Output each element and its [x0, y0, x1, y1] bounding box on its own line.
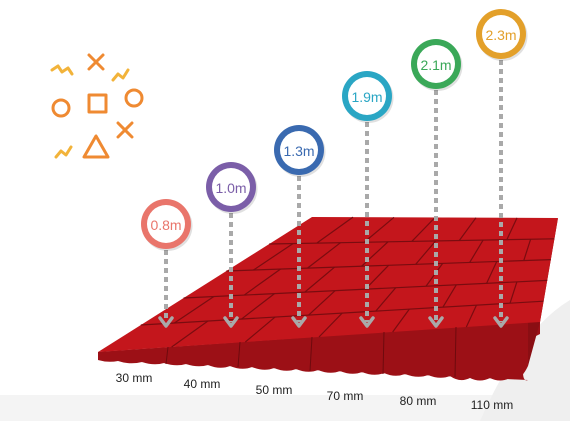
height-bubble: 2.1m — [411, 39, 463, 91]
bubble-inner — [280, 131, 318, 169]
arrow-head-icon — [428, 316, 444, 328]
height-markers: 0.8m 1.0m 1.3m 1.9m 2.1m 2.3m — [141, 9, 528, 251]
arrow-head-icon — [158, 316, 174, 328]
grout-joint-line — [469, 239, 484, 263]
grout-joint-line — [363, 216, 395, 243]
thickness-label: 50 mm — [256, 383, 293, 397]
arrow-head-icon — [493, 316, 509, 328]
grout-joint-line — [506, 217, 518, 240]
grout-joint-line — [364, 264, 390, 290]
grout-joint-line — [415, 240, 437, 265]
height-bubble: 0.8m — [141, 199, 193, 251]
grout-joint-line — [458, 217, 477, 241]
grout-joint-line — [304, 266, 335, 293]
grout-joint-line — [318, 312, 343, 338]
grout-joint-line — [361, 241, 389, 267]
grout-joint-line — [392, 308, 410, 333]
grout-joint-line — [171, 320, 209, 348]
thickness-label: 30 mm — [116, 371, 153, 385]
arrow-head-icon — [291, 316, 307, 328]
height-arrows — [158, 60, 509, 328]
slab-front-wave — [98, 322, 528, 381]
bubble-inner — [212, 168, 250, 206]
height-bubble: 1.3m — [274, 125, 326, 177]
x-icon — [87, 53, 105, 71]
thickness-label: 70 mm — [327, 389, 364, 403]
bubble-inner — [417, 45, 455, 83]
grout-joint-line — [253, 243, 294, 271]
height-bubble: 1.9m — [342, 71, 394, 123]
bubble-inner — [482, 15, 520, 53]
grout-joint-line — [316, 216, 354, 244]
thickness-label: 80 mm — [400, 394, 437, 408]
grout-joint-line — [174, 296, 215, 324]
circle-icon — [124, 88, 144, 108]
grout-joint-line — [486, 261, 498, 284]
grout-joint-line — [243, 268, 281, 296]
grout-joint-line — [307, 242, 341, 269]
bubble-inner — [348, 77, 386, 115]
decorative-icon-group — [50, 53, 144, 159]
arrow-head-icon — [359, 316, 375, 328]
height-bubble: 1.0m — [206, 162, 258, 214]
height-bubble: 2.3m — [476, 9, 528, 61]
x-icon — [116, 121, 134, 139]
height-label: 1.9m — [351, 89, 382, 105]
bubble-inner — [147, 205, 185, 243]
grout-joint-line — [442, 284, 457, 308]
thickness-dividers — [165, 326, 457, 378]
grout-joint-line — [411, 217, 436, 242]
circle-icon — [51, 98, 71, 118]
tile-grout-lines — [140, 216, 555, 348]
grout-joint-line — [523, 239, 532, 261]
square-icon — [87, 93, 108, 114]
height-label: 0.8m — [150, 217, 181, 233]
thickness-labels: 30 mm 40 mm 50 mm 70 mm 80 mm 110 mm — [116, 371, 514, 412]
grout-joint-line — [465, 304, 478, 328]
height-label: 2.3m — [485, 27, 516, 43]
height-label: 1.3m — [283, 143, 314, 159]
zigzag-icon — [50, 64, 74, 76]
grout-joint-line — [244, 316, 276, 343]
floor-shadow — [0, 395, 570, 421]
grout-joint-line — [241, 293, 275, 320]
grout-joint-line — [509, 281, 518, 304]
zigzag-icon — [111, 68, 130, 82]
triangle-icon — [82, 134, 110, 159]
arrow-head-icon — [223, 316, 239, 328]
grout-joint-line — [308, 290, 336, 316]
zigzag-icon — [54, 145, 73, 159]
thickness-label: 40 mm — [184, 377, 221, 391]
height-label: 1.0m — [215, 180, 246, 196]
thickness-label: 110 mm — [471, 398, 513, 412]
height-label: 2.1m — [420, 57, 451, 73]
grout-joint-line — [375, 287, 397, 312]
